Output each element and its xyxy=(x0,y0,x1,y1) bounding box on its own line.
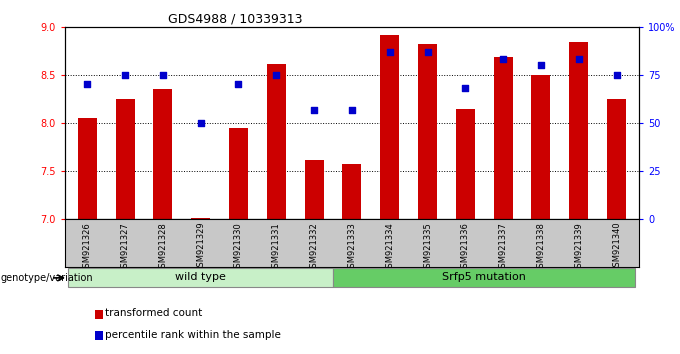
Point xyxy=(498,57,509,62)
Text: transformed count: transformed count xyxy=(105,308,203,318)
Text: GSM921336: GSM921336 xyxy=(461,222,470,273)
Bar xyxy=(607,99,626,219)
Bar xyxy=(380,35,399,219)
Text: GSM921334: GSM921334 xyxy=(385,222,394,273)
Text: GDS4988 / 10339313: GDS4988 / 10339313 xyxy=(168,12,303,25)
Bar xyxy=(532,75,550,219)
Point xyxy=(460,85,471,91)
Bar xyxy=(154,89,172,219)
Point xyxy=(158,72,169,78)
Bar xyxy=(116,99,135,219)
Point xyxy=(535,62,546,68)
Bar xyxy=(229,128,248,219)
Text: Srfp5 mutation: Srfp5 mutation xyxy=(442,273,526,282)
Bar xyxy=(69,268,333,287)
Text: GSM921338: GSM921338 xyxy=(537,222,545,273)
Point xyxy=(422,49,433,55)
Bar xyxy=(191,218,210,219)
Text: GSM921329: GSM921329 xyxy=(197,222,205,273)
Text: GSM921339: GSM921339 xyxy=(574,222,583,273)
Text: GSM921326: GSM921326 xyxy=(83,222,92,273)
Text: GSM921330: GSM921330 xyxy=(234,222,243,273)
Bar xyxy=(343,164,361,219)
Text: GSM921331: GSM921331 xyxy=(272,222,281,273)
Text: GSM921333: GSM921333 xyxy=(347,222,356,273)
Text: GSM921337: GSM921337 xyxy=(498,222,507,273)
Bar xyxy=(494,57,513,219)
Point xyxy=(120,72,131,78)
Text: genotype/variation: genotype/variation xyxy=(1,273,93,283)
Bar xyxy=(456,109,475,219)
Text: GSM921328: GSM921328 xyxy=(158,222,167,273)
Point xyxy=(346,107,358,112)
Bar xyxy=(418,44,437,219)
Point xyxy=(309,107,320,112)
Bar xyxy=(569,42,588,219)
Bar xyxy=(267,64,286,219)
Text: GSM921327: GSM921327 xyxy=(120,222,130,273)
Bar xyxy=(95,331,103,340)
Point xyxy=(233,81,244,87)
Point xyxy=(573,57,584,62)
Bar xyxy=(305,160,324,219)
Point xyxy=(271,72,282,78)
Text: percentile rank within the sample: percentile rank within the sample xyxy=(105,330,282,339)
Point xyxy=(611,72,622,78)
Point xyxy=(384,49,395,55)
Bar xyxy=(78,118,97,219)
Point xyxy=(82,81,92,87)
Bar xyxy=(333,268,635,287)
Text: wild type: wild type xyxy=(175,273,226,282)
Text: GSM921332: GSM921332 xyxy=(309,222,319,273)
Text: GSM921335: GSM921335 xyxy=(423,222,432,273)
Point xyxy=(195,120,206,126)
Bar xyxy=(95,310,103,319)
Text: GSM921340: GSM921340 xyxy=(612,222,621,273)
